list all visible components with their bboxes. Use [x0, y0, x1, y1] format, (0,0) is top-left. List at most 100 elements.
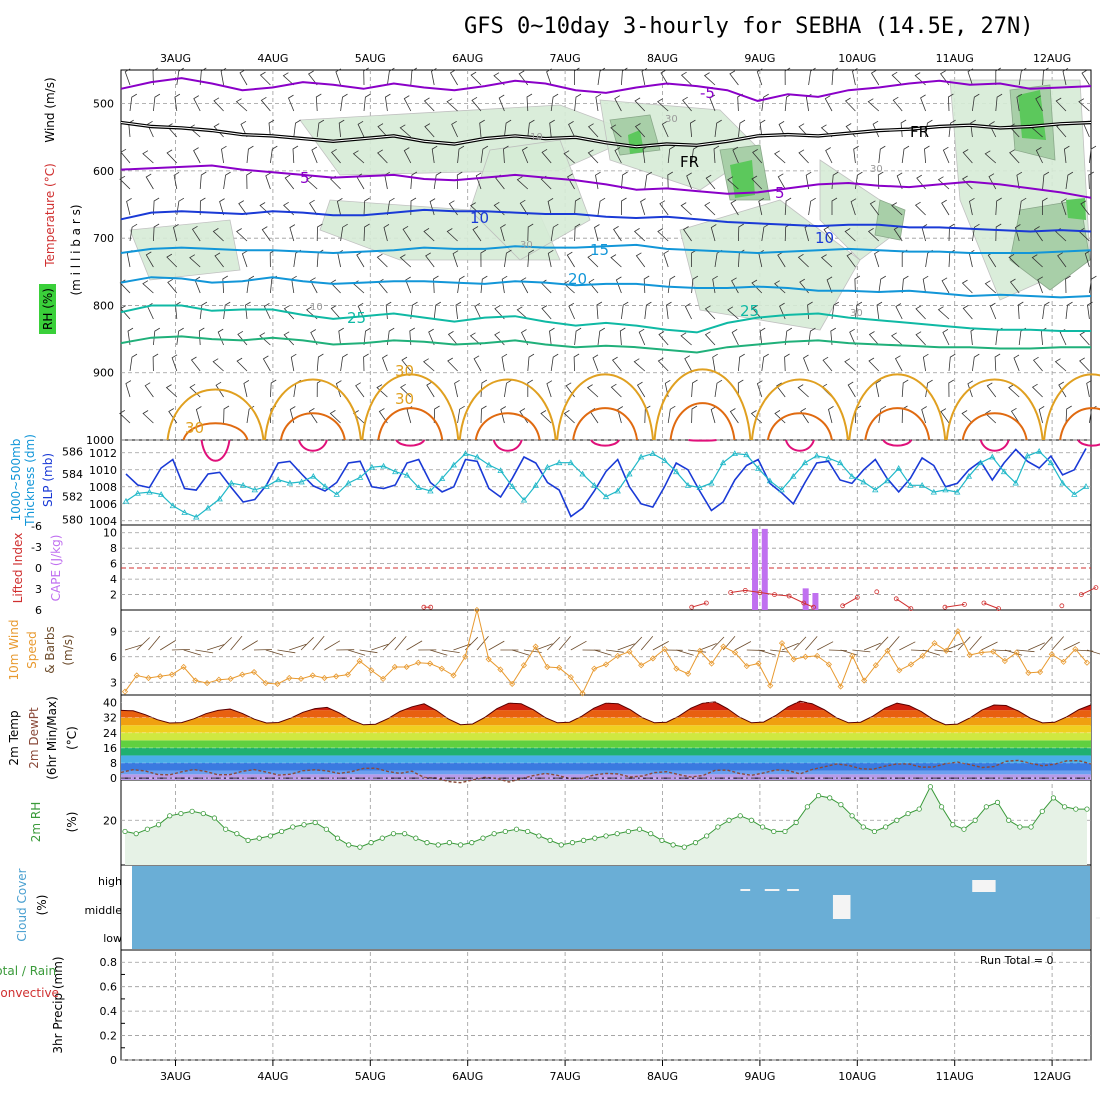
- wind-barb: [830, 327, 837, 346]
- wind-barb: [263, 303, 271, 320]
- rh-point: [223, 826, 229, 832]
- wind-barb: [1087, 301, 1093, 320]
- wind-barb: [914, 201, 926, 216]
- wind-barb: [759, 119, 766, 138]
- li-point: [1093, 585, 1099, 590]
- rh-point: [1006, 817, 1012, 823]
- li-point: [840, 603, 846, 609]
- rh-point: [323, 826, 329, 832]
- wind-barb: [633, 358, 646, 372]
- wind-barb: [1042, 171, 1050, 190]
- thickness-point: [755, 465, 762, 471]
- cape-tick: 2: [110, 589, 117, 602]
- wind-barb: [941, 199, 950, 216]
- rh-shade-high: [1066, 198, 1086, 220]
- rh-point: [357, 844, 363, 850]
- wind-barb: [751, 175, 763, 190]
- wind-barb: [900, 119, 907, 138]
- wind-speed-point: [720, 643, 727, 650]
- wind-speed-point: [802, 653, 809, 660]
- wind-tick: 3: [110, 676, 117, 689]
- slp-tick: 1012: [89, 447, 117, 460]
- wind-barb: [433, 405, 440, 424]
- wind-barb: [1062, 67, 1069, 86]
- rh-point: [636, 826, 643, 832]
- wind-speed-point: [297, 675, 305, 682]
- contour-label: 30: [395, 362, 414, 380]
- wind-barb: [1065, 275, 1071, 294]
- pressure-tick: 900: [93, 367, 114, 380]
- wind-barb: [967, 68, 974, 86]
- rh-point: [581, 837, 587, 843]
- contour-label: 30: [395, 390, 414, 408]
- wind-barb: [683, 226, 692, 242]
- wind-speed-point: [896, 667, 903, 674]
- wind-barb: [988, 173, 997, 190]
- thickness-point: [591, 482, 598, 488]
- wind-barb: [563, 150, 575, 164]
- wind-barb: [901, 145, 910, 164]
- wind-speed-point: [544, 663, 551, 671]
- isotherm-35-lobe: [182, 422, 249, 441]
- contour-label: 5: [300, 169, 310, 187]
- wind-barb: [352, 150, 365, 164]
- thickness-point: [626, 470, 633, 477]
- wind-barb: [1057, 252, 1067, 268]
- slp-tick: 1008: [89, 481, 117, 494]
- wind-barb: [153, 327, 161, 346]
- slp-tick: 1010: [89, 464, 117, 477]
- wind-barb: [595, 171, 601, 190]
- li-point: [1059, 603, 1065, 609]
- wind-barb: [820, 254, 833, 268]
- wind-barb: [526, 93, 533, 112]
- li-line: [1081, 587, 1097, 596]
- thickness-point: [649, 450, 657, 456]
- ylabel-cloud: Cloud Cover: [15, 868, 29, 941]
- wind-barb: [895, 303, 903, 320]
- wind-barb: [831, 67, 839, 86]
- surface-wind-barb: [758, 649, 776, 656]
- rh-point: [346, 842, 352, 848]
- rh-point: [827, 795, 833, 801]
- thickness-point: [801, 459, 809, 466]
- pressure-tick: 800: [93, 299, 114, 312]
- rh-point: [603, 833, 609, 839]
- thickness-point: [462, 450, 469, 456]
- wind-barb: [194, 276, 201, 294]
- wind-barb: [308, 70, 318, 86]
- rh-point: [737, 813, 743, 819]
- wind-speed-point: [567, 674, 574, 681]
- wind-barb: [223, 301, 231, 320]
- thickness-point: [1024, 452, 1031, 459]
- wind-barb: [457, 275, 465, 294]
- wind-barb: [195, 406, 202, 424]
- wind-barb: [289, 224, 296, 242]
- surface-wind-barb: [171, 649, 190, 651]
- wind-layer: [121, 606, 1100, 697]
- wind-barb: [1009, 278, 1020, 294]
- wind-barb: [986, 382, 997, 398]
- wind-barb: [120, 148, 131, 164]
- slp-layer: [122, 448, 1090, 520]
- wind-barb: [480, 379, 488, 398]
- li-line: [842, 596, 858, 607]
- isotherm-40-lobe: [1077, 439, 1100, 447]
- isotherm-25b: [120, 335, 1091, 354]
- date-label-bottom: 11AUG: [936, 1070, 974, 1083]
- wind-barb: [925, 119, 933, 138]
- wind-barb: [399, 124, 412, 138]
- thickness-point: [555, 459, 563, 466]
- wind-barb: [784, 67, 791, 86]
- wind-barb: [270, 379, 277, 398]
- date-label-bottom: 3AUG: [160, 1070, 191, 1083]
- surface-wind-barb: [1063, 641, 1080, 651]
- thickness-point: [848, 472, 856, 479]
- wind-barb: [610, 124, 622, 138]
- wind-barb: [145, 173, 154, 190]
- wind-barb: [338, 119, 345, 138]
- wind-barb: [892, 96, 903, 112]
- rh-shade: [679, 199, 861, 331]
- rh-point: [200, 810, 206, 817]
- isotherm-30-lobe: [166, 388, 265, 441]
- isotherm-35-lobe: [766, 412, 833, 441]
